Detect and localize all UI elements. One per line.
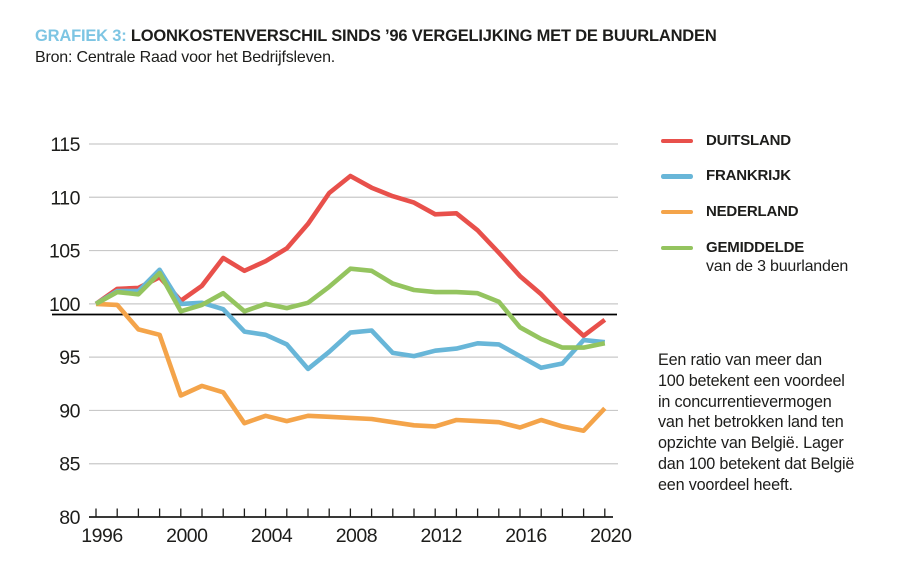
series-line-frankrijk bbox=[94, 267, 606, 372]
svg-text:85: 85 bbox=[59, 454, 80, 476]
legend: DUITSLAND FRANKRIJK NEDERLAND GEMIDDELDE… bbox=[661, 123, 848, 277]
svg-text:2012: 2012 bbox=[421, 525, 462, 547]
legend-label-gemiddelde-sub: van de 3 buurlanden bbox=[706, 257, 849, 275]
annotation-line: dan 100 betekent dat België bbox=[658, 454, 855, 473]
svg-text:115: 115 bbox=[50, 134, 80, 156]
svg-text:105: 105 bbox=[49, 241, 81, 263]
annotation-line: van het betrokken land ten bbox=[658, 413, 844, 432]
svg-text:2008: 2008 bbox=[336, 525, 377, 547]
series-lines bbox=[94, 173, 607, 434]
annotation-line: Een ratio van meer dan bbox=[658, 351, 822, 369]
x-axis-labels: 1996 2000 2004 2008 2012 2016 2020 bbox=[81, 525, 632, 547]
duitsland-line-swatch bbox=[661, 138, 693, 144]
legend-label-frankrijk: FRANKRIJK bbox=[706, 167, 791, 185]
series-line-duitsland bbox=[94, 173, 607, 339]
nederland-line-swatch bbox=[661, 209, 693, 215]
legend-label-gemiddelde: GEMIDDELDE van de 3 buurlanden bbox=[706, 239, 848, 277]
chart-source: Bron: Centrale Raad voor het Bedrijfslev… bbox=[35, 49, 336, 66]
x-axis-ticks bbox=[95, 508, 606, 517]
legend-label-nederland: NEDERLAND bbox=[706, 202, 799, 220]
annotation-line: 100 betekent een voordeel bbox=[658, 371, 845, 390]
series-line-gemiddelde bbox=[94, 266, 606, 350]
annotation-line: opzichte van België. Lager bbox=[658, 434, 844, 453]
svg-text:2000: 2000 bbox=[166, 525, 208, 547]
legend-label-gemiddelde-main: GEMIDDELDE bbox=[706, 238, 805, 256]
legend-item-frankrijk: FRANKRIJK bbox=[661, 159, 848, 195]
legend-item-nederland: NEDERLAND bbox=[661, 194, 848, 230]
series-line-nederland bbox=[95, 301, 607, 434]
svg-text:80: 80 bbox=[59, 507, 80, 529]
legend-label-duitsland: DUITSLAND bbox=[706, 131, 791, 149]
chart-header: GRAFIEK 3: LOONKOSTENVERSCHIL SINDS ’96 … bbox=[35, 26, 717, 68]
svg-text:95: 95 bbox=[59, 347, 80, 369]
svg-text:90: 90 bbox=[59, 400, 80, 422]
svg-text:1996: 1996 bbox=[81, 525, 122, 547]
svg-text:110: 110 bbox=[50, 187, 80, 209]
frankrijk-line-swatch bbox=[661, 174, 693, 179]
svg-text:100: 100 bbox=[49, 294, 81, 316]
chart-title-text: LOONKOSTENVERSCHIL SINDS ’96 VERGELIJKIN… bbox=[126, 27, 717, 45]
chart-title: GRAFIEK 3: LOONKOSTENVERSCHIL SINDS ’96 … bbox=[35, 26, 717, 47]
legend-item-gemiddelde: GEMIDDELDE van de 3 buurlanden bbox=[661, 230, 848, 277]
gemiddelde-line-swatch bbox=[661, 245, 693, 251]
y-axis-labels: 80 85 90 95 100 105 110 115 bbox=[49, 134, 81, 529]
annotation-line: een voordeel heeft. bbox=[658, 475, 793, 494]
legend-item-duitsland: DUITSLAND bbox=[661, 123, 848, 159]
annotation-line: in concurrentievermogen bbox=[658, 392, 832, 411]
svg-text:2004: 2004 bbox=[251, 525, 293, 547]
svg-text:2020: 2020 bbox=[590, 525, 632, 547]
svg-text:2016: 2016 bbox=[505, 525, 546, 547]
gridlines bbox=[89, 143, 618, 465]
annotation-text: Een ratio van meer dan 100 betekent een … bbox=[658, 350, 854, 496]
chart-title-prefix: GRAFIEK 3: bbox=[35, 27, 127, 45]
